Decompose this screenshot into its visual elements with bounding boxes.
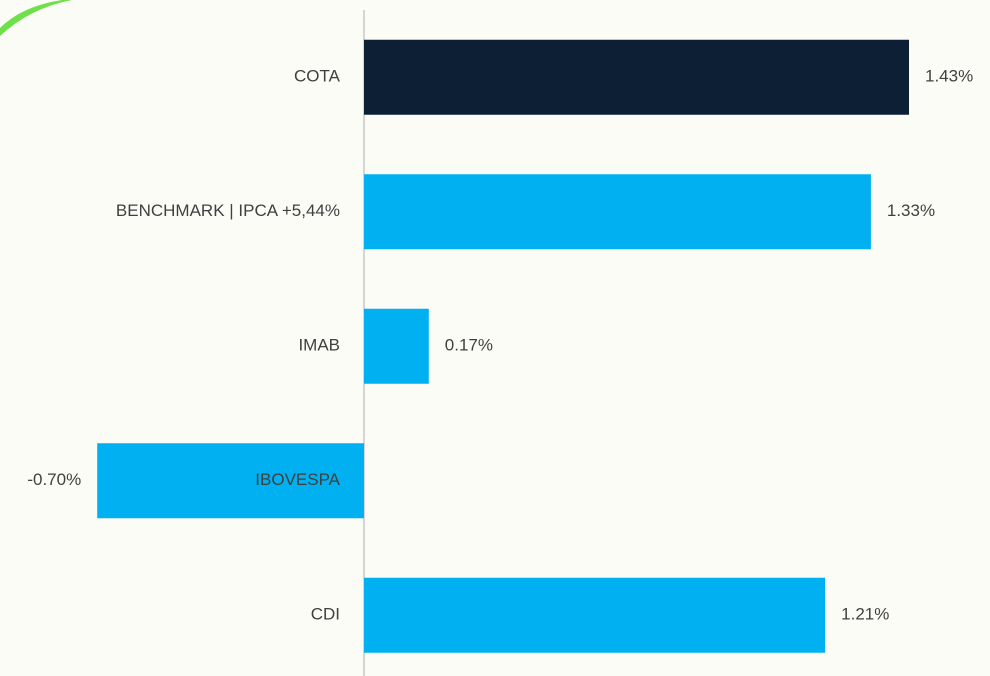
category-label: IMAB xyxy=(298,336,340,355)
bar xyxy=(97,443,364,519)
value-label: 1.21% xyxy=(841,605,889,624)
category-label: CDI xyxy=(311,605,340,624)
category-label: IBOVESPA xyxy=(255,470,340,489)
value-label: 0.17% xyxy=(445,336,493,355)
value-label: 1.43% xyxy=(925,67,973,86)
bar xyxy=(364,174,871,250)
bar xyxy=(364,308,429,384)
bar xyxy=(364,39,909,115)
corner-decoration xyxy=(0,0,72,36)
bar xyxy=(364,577,826,653)
category-label: COTA xyxy=(294,67,341,86)
value-label: 1.33% xyxy=(887,201,935,220)
category-label: BENCHMARK | IPCA +5,44% xyxy=(116,201,340,220)
value-label: -0.70% xyxy=(27,470,81,489)
